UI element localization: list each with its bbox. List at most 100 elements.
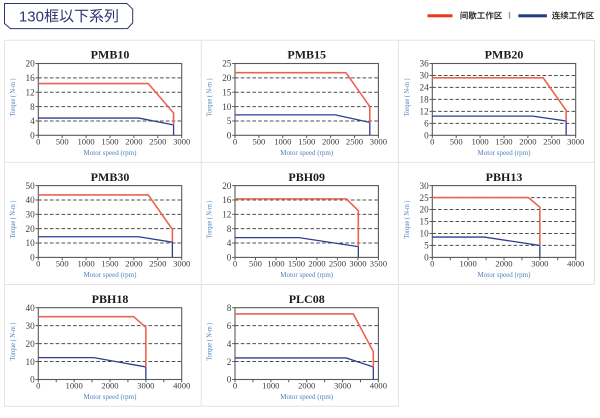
- svg-text:0: 0: [227, 375, 232, 385]
- svg-text:1500: 1500: [495, 136, 512, 146]
- svg-text:12: 12: [420, 107, 430, 117]
- svg-text:2: 2: [227, 357, 232, 367]
- svg-text:1000: 1000: [66, 381, 83, 391]
- svg-text:500: 500: [56, 136, 69, 146]
- svg-text:2500: 2500: [543, 136, 560, 146]
- svg-text:Torque ( N-m ): Torque ( N-m ): [404, 201, 411, 239]
- svg-text:Torque ( N-m ): Torque ( N-m ): [10, 78, 17, 116]
- svg-text:16: 16: [26, 73, 36, 83]
- svg-text:Motor speed (rpm): Motor speed (rpm): [84, 149, 138, 157]
- svg-text:40: 40: [26, 303, 36, 313]
- svg-text:4000: 4000: [173, 381, 190, 391]
- svg-text:1500: 1500: [101, 258, 118, 268]
- svg-text:2000: 2000: [125, 258, 142, 268]
- svg-text:2000: 2000: [519, 136, 536, 146]
- svg-text:1000: 1000: [267, 258, 284, 268]
- svg-text:PBH18: PBH18: [92, 292, 129, 306]
- svg-text:Torque ( N-m ): Torque ( N-m ): [207, 201, 214, 239]
- svg-text:4000: 4000: [567, 258, 584, 268]
- svg-text:PBH13: PBH13: [486, 170, 523, 184]
- svg-text:PLC08: PLC08: [289, 292, 325, 306]
- svg-text:Torque ( N-m ): Torque ( N-m ): [207, 323, 214, 361]
- svg-text:3000: 3000: [334, 381, 351, 391]
- svg-text:20: 20: [26, 59, 36, 69]
- svg-text:0: 0: [30, 253, 35, 263]
- svg-text:Motor speed (rpm): Motor speed (rpm): [280, 271, 334, 279]
- svg-text:PMB15: PMB15: [287, 48, 326, 62]
- svg-text:Torque ( N-m ): Torque ( N-m ): [404, 78, 411, 116]
- svg-text:2500: 2500: [346, 136, 363, 146]
- svg-text:20: 20: [222, 73, 232, 83]
- svg-text:4000: 4000: [370, 381, 387, 391]
- svg-text:500: 500: [56, 258, 69, 268]
- svg-text:0: 0: [36, 381, 40, 391]
- svg-text:3000: 3000: [349, 258, 366, 268]
- svg-text:1000: 1000: [262, 381, 279, 391]
- svg-text:500: 500: [450, 136, 463, 146]
- svg-text:3000: 3000: [173, 258, 190, 268]
- svg-text:PMB30: PMB30: [91, 170, 130, 184]
- svg-text:Motor speed (rpm): Motor speed (rpm): [478, 149, 532, 157]
- svg-text:2000: 2000: [308, 258, 325, 268]
- svg-text:20: 20: [420, 205, 430, 215]
- svg-text:0: 0: [227, 131, 232, 141]
- svg-text:3000: 3000: [370, 136, 387, 146]
- svg-text:10: 10: [26, 357, 36, 367]
- svg-text:Torque ( N-m ): Torque ( N-m ): [10, 201, 17, 239]
- svg-text:PMB10: PMB10: [91, 48, 130, 62]
- svg-text:2000: 2000: [101, 381, 118, 391]
- svg-text:6: 6: [424, 119, 429, 129]
- svg-text:0: 0: [36, 136, 40, 146]
- svg-text:0: 0: [30, 131, 35, 141]
- svg-text:30: 30: [26, 321, 36, 331]
- svg-text:PMB20: PMB20: [485, 48, 524, 62]
- svg-text:Motor speed (rpm): Motor speed (rpm): [478, 271, 532, 279]
- svg-text:18: 18: [420, 95, 430, 105]
- svg-text:2500: 2500: [149, 258, 166, 268]
- svg-text:500: 500: [252, 136, 265, 146]
- svg-text:Motor speed (rpm): Motor speed (rpm): [280, 149, 334, 157]
- svg-text:4: 4: [227, 238, 232, 248]
- svg-text:Motor speed (rpm): Motor speed (rpm): [84, 271, 138, 279]
- svg-text:4: 4: [227, 339, 232, 349]
- svg-text:0: 0: [233, 258, 237, 268]
- svg-text:6: 6: [227, 321, 232, 331]
- svg-text:25: 25: [222, 59, 232, 69]
- svg-text:20: 20: [222, 181, 232, 191]
- svg-text:0: 0: [36, 258, 40, 268]
- svg-text:1000: 1000: [472, 136, 489, 146]
- svg-text:1500: 1500: [288, 258, 305, 268]
- svg-text:4: 4: [30, 116, 35, 126]
- svg-text:30: 30: [26, 210, 36, 220]
- svg-text:5: 5: [424, 241, 429, 251]
- svg-text:500: 500: [249, 258, 262, 268]
- svg-text:3500: 3500: [370, 258, 387, 268]
- svg-text:0: 0: [233, 381, 237, 391]
- svg-text:25: 25: [420, 193, 430, 203]
- svg-text:40: 40: [26, 195, 36, 205]
- svg-text:0: 0: [233, 136, 237, 146]
- svg-text:12: 12: [222, 210, 232, 220]
- svg-text:1000: 1000: [460, 258, 477, 268]
- svg-text:30: 30: [420, 181, 430, 191]
- svg-text:50: 50: [26, 181, 36, 191]
- svg-text:2000: 2000: [298, 381, 315, 391]
- svg-text:30: 30: [420, 71, 430, 81]
- svg-text:36: 36: [420, 59, 430, 69]
- svg-text:16: 16: [222, 195, 232, 205]
- svg-text:2000: 2000: [125, 136, 142, 146]
- svg-text:8: 8: [30, 102, 35, 112]
- svg-text:0: 0: [430, 136, 434, 146]
- svg-text:0: 0: [227, 253, 232, 263]
- svg-text:20: 20: [26, 339, 36, 349]
- svg-text:3000: 3000: [567, 136, 584, 146]
- svg-text:0: 0: [30, 375, 35, 385]
- svg-text:Torque ( N-m ): Torque ( N-m ): [10, 323, 17, 361]
- svg-text:Motor speed (rpm): Motor speed (rpm): [84, 393, 138, 401]
- svg-text:130: 130: [19, 8, 44, 25]
- svg-text:3000: 3000: [173, 136, 190, 146]
- svg-text:0: 0: [424, 131, 429, 141]
- svg-text:8: 8: [227, 224, 232, 234]
- svg-text:1500: 1500: [101, 136, 118, 146]
- svg-text:Torque ( N-m ): Torque ( N-m ): [207, 78, 214, 116]
